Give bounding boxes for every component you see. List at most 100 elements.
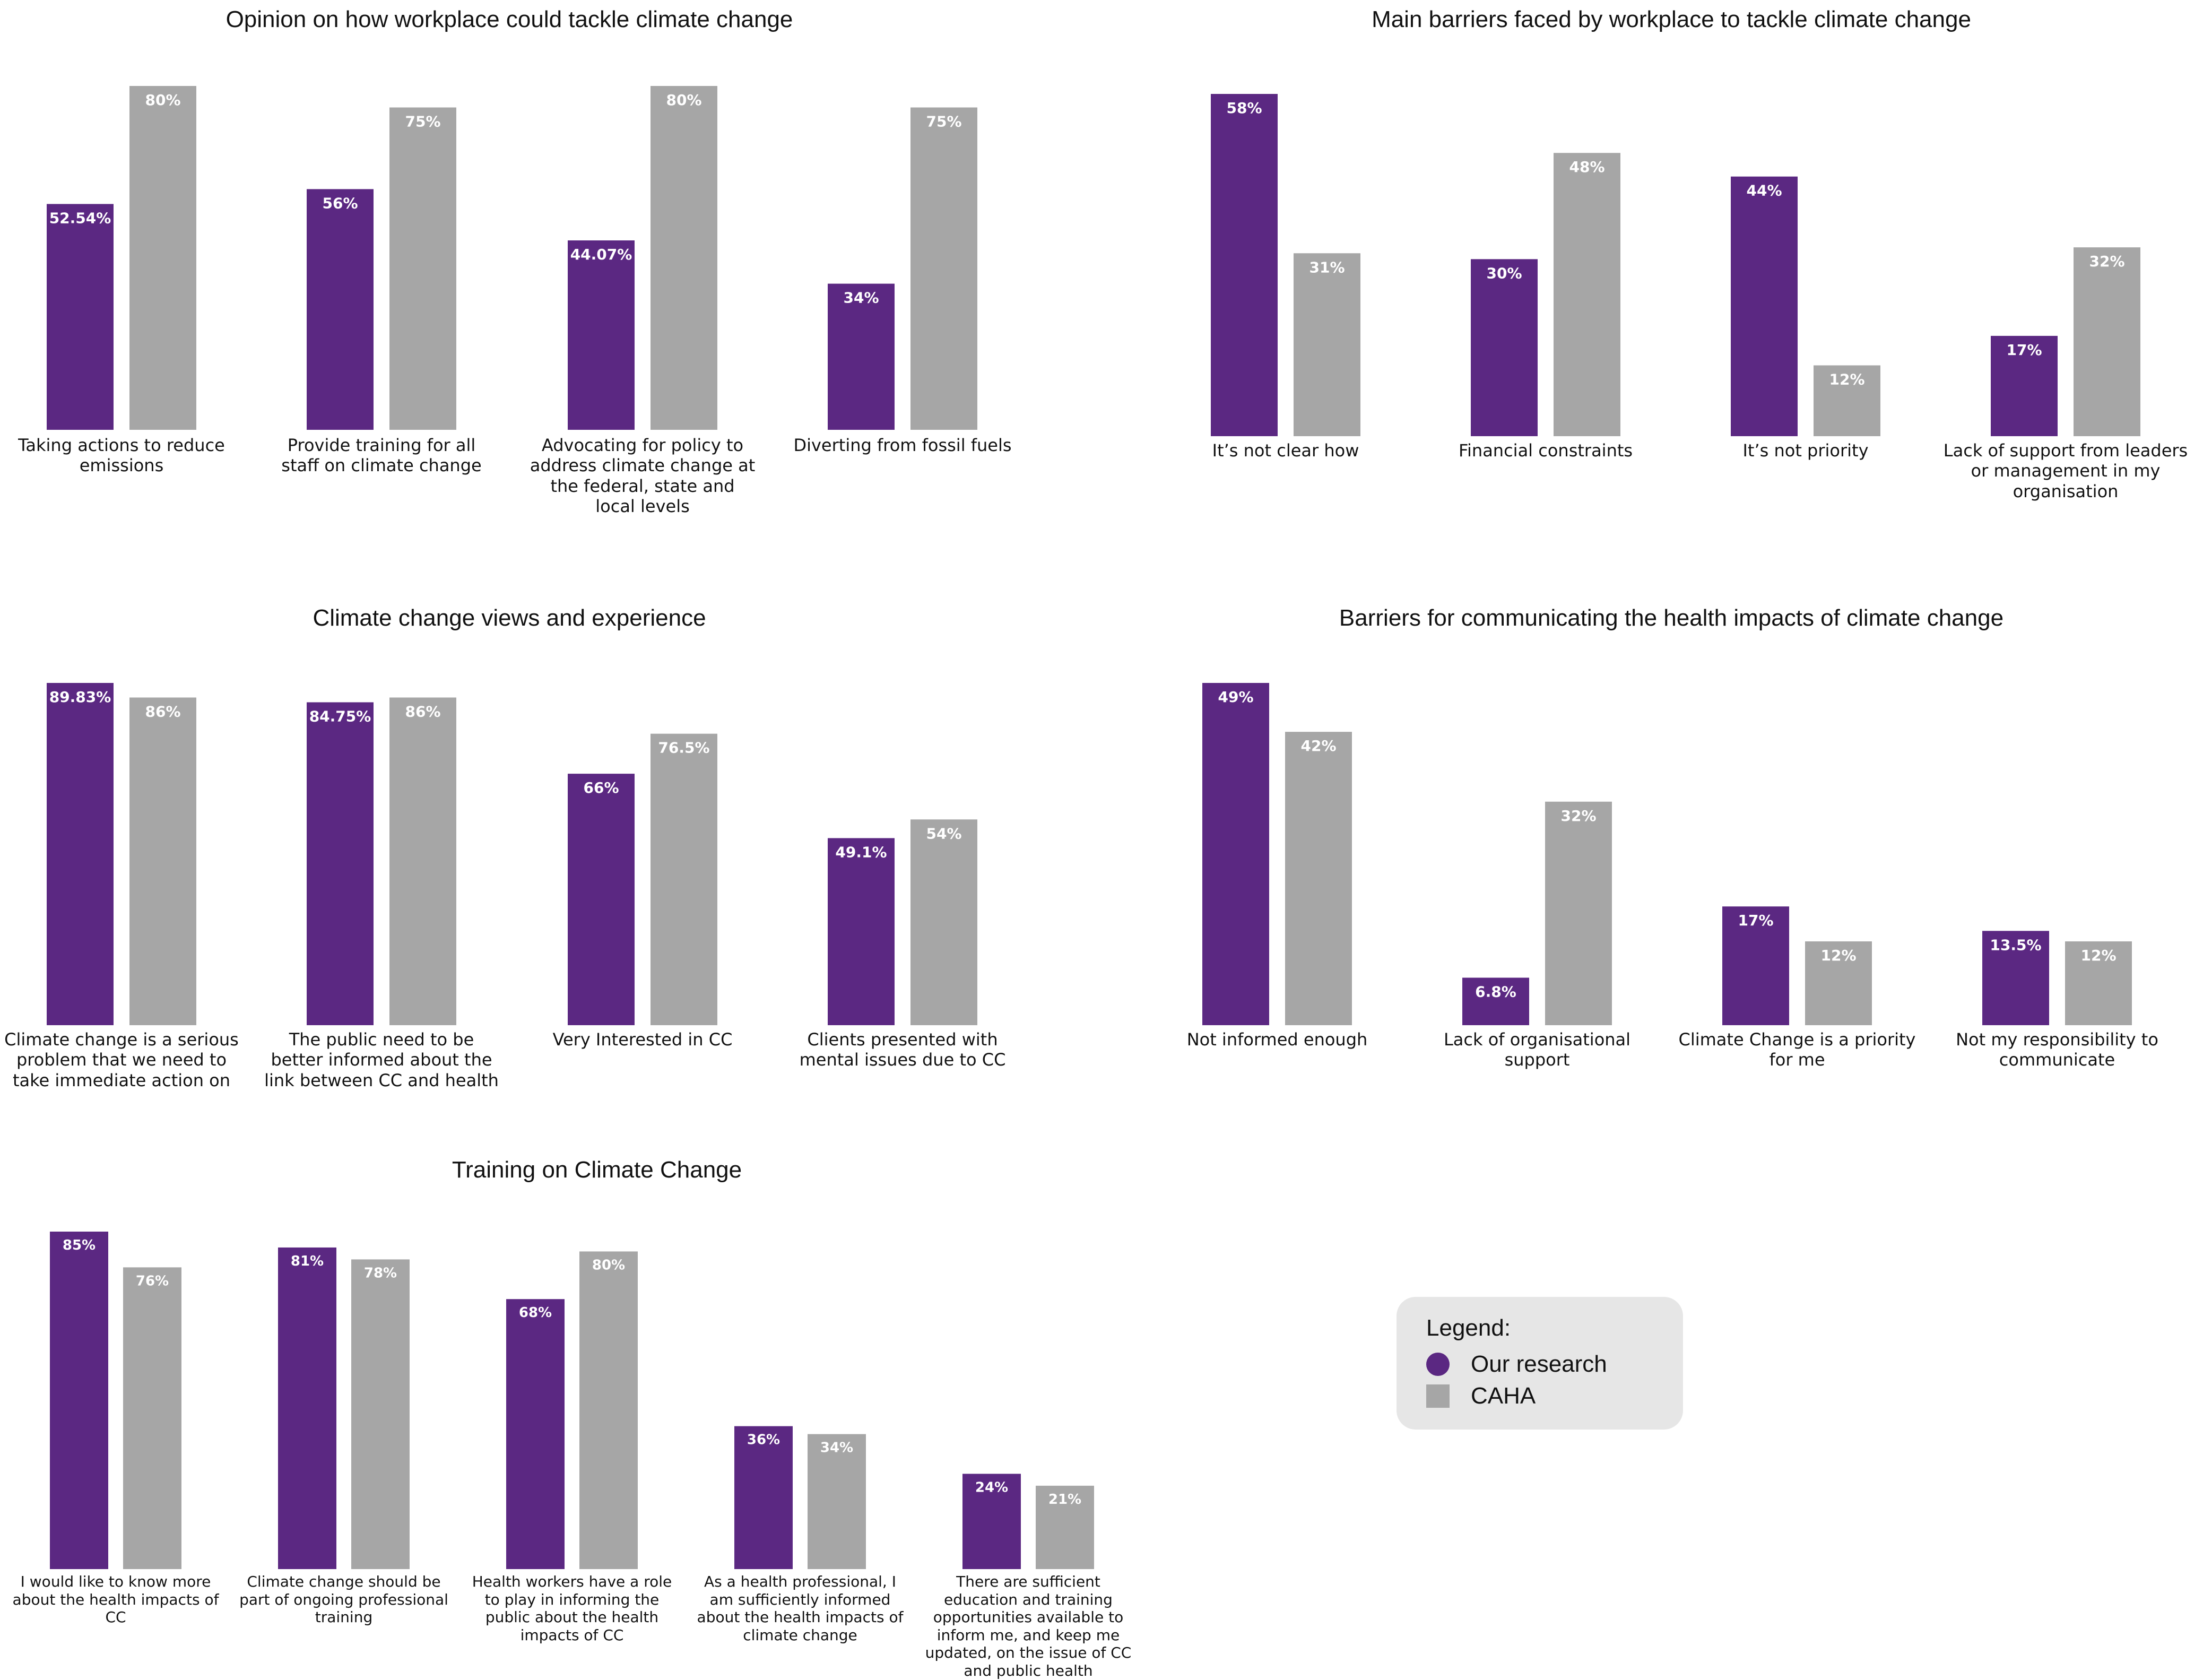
bar-our-research	[47, 204, 114, 430]
chart-panel-communication-barriers: Barriers for communicating the health im…	[1141, 594, 2202, 1125]
bar-caha	[351, 1259, 410, 1569]
bar-caha	[1036, 1485, 1094, 1569]
chart-title: Opinion on how workplace could tackle cl…	[225, 6, 793, 32]
chart-panel-workplace-opinion: Opinion on how workplace could tackle cl…	[0, 0, 1019, 562]
bar-our-research	[1211, 94, 1278, 436]
bar-caha	[123, 1267, 181, 1569]
bar-value-label: 49.1%	[835, 843, 887, 861]
category-label: Very Interested in CC	[552, 1029, 733, 1050]
bar-value-label: 75%	[926, 113, 961, 131]
legend-swatch-square-icon	[1426, 1384, 1450, 1408]
bar-value-label: 32%	[1560, 807, 1596, 825]
bar-value-label: 42%	[1300, 737, 1336, 755]
bar-caha	[1554, 153, 1620, 436]
category-label: Lack of support from leaders or manageme…	[1943, 440, 2188, 501]
legend-swatch-circle-icon	[1426, 1353, 1450, 1376]
bar-value-label: 66%	[583, 779, 619, 796]
category-label: Lack of organisational support	[1443, 1029, 1631, 1070]
bar-our-research	[307, 189, 374, 430]
bar-caha	[389, 697, 456, 1025]
category-label: Diverting from fossil fuels	[793, 435, 1012, 455]
bar-value-label: 17%	[1738, 912, 1773, 929]
bar-value-label: 89.83%	[49, 688, 111, 706]
bar-value-label: 48%	[1569, 158, 1604, 176]
bar-our-research	[1991, 335, 2058, 436]
bar-value-label: 31%	[1309, 258, 1345, 276]
chart-panel-workplace-barriers: Main barriers faced by workplace to tack…	[1141, 0, 2202, 562]
bar-caha	[2074, 247, 2140, 436]
bar-our-research	[828, 838, 895, 1025]
chart-title: Climate change views and experience	[313, 605, 706, 631]
bar-value-label: 54%	[926, 825, 961, 842]
category-label: Not my responsibility to communicate	[1956, 1029, 2158, 1070]
bar-caha	[808, 1434, 866, 1569]
category-label: Taking actions to reduce emissions	[18, 435, 225, 476]
bar-value-label: 75%	[405, 113, 440, 131]
bar-value-label: 34%	[843, 289, 879, 307]
bar-value-label: 21%	[1048, 1492, 1081, 1508]
bar-caha	[579, 1251, 638, 1569]
bar-caha	[2065, 941, 2132, 1025]
bar-caha	[910, 107, 977, 430]
bar-chart: 85% 76% 81% 78% 68% 80% 36% 34% 24% 21%	[50, 1232, 1094, 1569]
bar-value-label: 17%	[2006, 341, 2042, 359]
bar-our-research	[1202, 683, 1269, 1025]
category-label: The public need to be better informed ab…	[264, 1029, 499, 1090]
category-label: Climate change should be part of ongoing…	[239, 1573, 448, 1626]
chart-title: Training on Climate Change	[452, 1157, 742, 1183]
chart-title: Main barriers faced by workplace to tack…	[1372, 6, 1971, 32]
bar-value-label: 44%	[1746, 182, 1782, 200]
bar-our-research	[278, 1247, 336, 1569]
category-label: It’s not clear how	[1212, 440, 1359, 461]
bar-our-research	[1722, 906, 1789, 1025]
category-label: Provide training for all staff on climat…	[281, 435, 482, 476]
bar-value-label: 78%	[364, 1265, 397, 1281]
bar-caha	[389, 107, 456, 430]
bar-chart: 58% 31% 30% 48% 44% 12% 17% 32%	[1211, 94, 2140, 436]
bar-caha	[129, 697, 196, 1025]
bar-chart: 49% 42% 6.8% 32% 17% 12% 13.5% 12%	[1202, 683, 2132, 1025]
bar-value-label: 24%	[975, 1479, 1008, 1495]
bar-caha	[1814, 365, 1880, 436]
bar-our-research	[47, 683, 114, 1025]
bar-caha	[1285, 732, 1352, 1025]
bar-chart: 52.54% 80% 56% 75% 44.07% 80% 34% 75%	[47, 86, 977, 430]
bar-value-label: 76%	[136, 1273, 169, 1289]
bar-our-research	[1471, 259, 1538, 436]
bar-value-label: 44.07%	[570, 246, 632, 263]
bar-our-research	[1731, 176, 1798, 436]
bar-value-label: 86%	[145, 703, 180, 721]
bar-our-research	[962, 1474, 1021, 1569]
bar-value-label: 12%	[1829, 371, 1864, 388]
bar-caha	[1545, 801, 1612, 1025]
bar-value-label: 34%	[820, 1440, 853, 1456]
bar-value-label: 81%	[291, 1253, 324, 1269]
bar-caha	[129, 86, 196, 430]
legend-label: Our research	[1471, 1351, 1607, 1377]
category-label: Financial constraints	[1458, 440, 1633, 461]
bar-value-label: 85%	[63, 1237, 96, 1253]
bar-value-label: 36%	[747, 1432, 780, 1448]
category-label: Clients presented with mental issues due…	[799, 1029, 1006, 1070]
category-label: As a health professional, I am sufficien…	[697, 1573, 904, 1644]
bar-value-label: 30%	[1486, 264, 1522, 282]
bar-our-research	[307, 702, 374, 1025]
bar-our-research	[734, 1426, 793, 1569]
bar-our-research	[568, 240, 635, 430]
bar-caha	[1294, 253, 1360, 436]
bar-our-research	[1982, 931, 2049, 1025]
chart-panel-views-experience: Climate change views and experience 89.8…	[0, 594, 1019, 1125]
bar-value-label: 68%	[519, 1305, 552, 1321]
legend-title: Legend:	[1426, 1315, 1511, 1341]
bar-caha	[651, 86, 717, 430]
bar-value-label: 32%	[2089, 253, 2124, 270]
bar-our-research	[568, 774, 635, 1025]
legend: Legend: Our research CAHA	[1397, 1297, 1683, 1430]
bar-value-label: 6.8%	[1475, 983, 1516, 1000]
bar-value-label: 86%	[405, 703, 440, 721]
bar-our-research	[828, 283, 895, 430]
bar-value-label: 13.5%	[1990, 936, 2041, 954]
bar-value-label: 76.5%	[658, 739, 709, 757]
legend-item-our-research: Our research	[1426, 1351, 1607, 1378]
chart-title: Barriers for communicating the health im…	[1339, 605, 2004, 631]
